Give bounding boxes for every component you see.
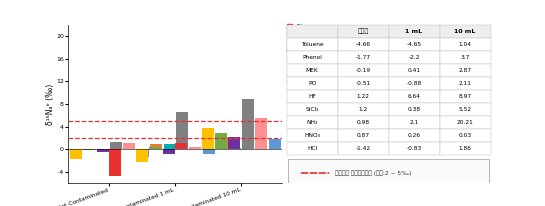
Bar: [96, 149, 108, 152]
Bar: [110, 142, 122, 149]
Bar: [203, 149, 215, 154]
Bar: [175, 143, 187, 149]
Legend: Toluene, TEA, Phenol, MEK, PO, HF, SiCl₄, HCl, NH₃, HNO₃: Toluene, TEA, Phenol, MEK, PO, HF, SiCl₄…: [287, 24, 316, 84]
Bar: [123, 143, 135, 149]
Bar: [137, 149, 149, 157]
Bar: [282, 35, 294, 149]
Bar: [43, 149, 55, 176]
Bar: [255, 118, 267, 149]
Bar: [57, 142, 69, 149]
Bar: [162, 149, 174, 154]
Bar: [109, 149, 121, 176]
Bar: [150, 144, 162, 149]
Bar: [83, 149, 95, 150]
Bar: [228, 137, 240, 149]
Text: 국내평균 동위원소비율 (질소:2 ~ 5‰): 국내평균 동위원소비율 (질소:2 ~ 5‰): [336, 171, 412, 176]
Bar: [242, 98, 254, 149]
Bar: [164, 144, 175, 149]
Bar: [202, 128, 214, 149]
Bar: [229, 148, 241, 149]
FancyBboxPatch shape: [288, 159, 489, 183]
Bar: [149, 147, 161, 149]
Bar: [215, 133, 227, 149]
Bar: [269, 139, 281, 149]
Bar: [70, 149, 82, 159]
Bar: [176, 112, 188, 149]
Bar: [136, 149, 148, 162]
Bar: [189, 147, 201, 149]
Bar: [216, 137, 228, 149]
Y-axis label: δ¹⁵Nₐᴵʳ (‰): δ¹⁵Nₐᴵʳ (‰): [46, 83, 54, 125]
